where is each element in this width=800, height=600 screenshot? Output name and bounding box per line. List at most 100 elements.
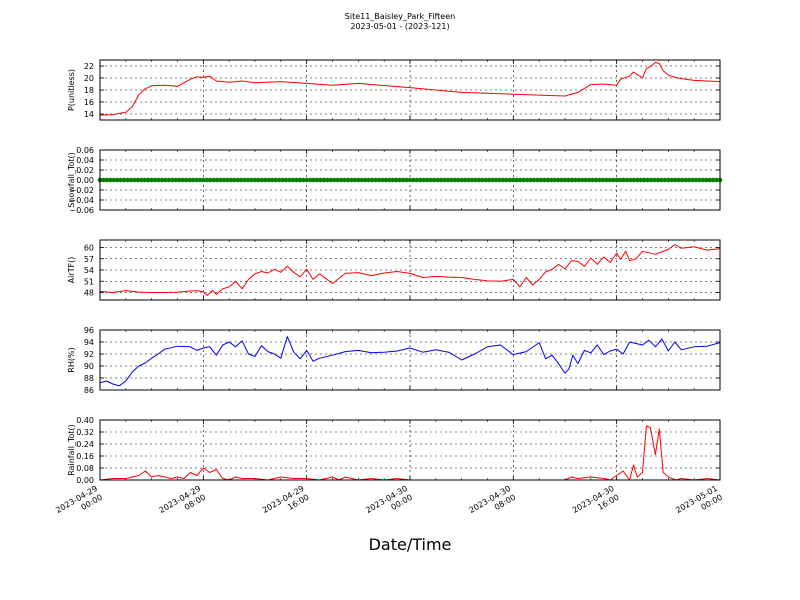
y-axis-label: Snowfall_Tot() xyxy=(67,152,76,208)
series-marker xyxy=(335,177,340,183)
series-marker xyxy=(252,177,258,183)
series-marker xyxy=(517,177,523,183)
series-marker xyxy=(166,177,172,183)
y-tick-label: 0.04 xyxy=(76,156,94,165)
series-marker xyxy=(207,177,213,183)
y-tick-label: 0.08 xyxy=(76,464,94,473)
series-marker xyxy=(397,177,402,183)
series-marker xyxy=(366,177,371,183)
series-marker xyxy=(273,177,278,183)
series-marker xyxy=(545,177,551,183)
series-marker xyxy=(628,177,633,183)
series-marker xyxy=(407,177,413,183)
series-marker xyxy=(507,177,513,183)
series-marker xyxy=(524,177,530,183)
series-marker xyxy=(535,177,540,183)
series-marker xyxy=(331,177,337,183)
series-marker xyxy=(548,177,554,183)
x-tick-label: 2023-04-2908:00 xyxy=(158,484,208,524)
series-marker xyxy=(569,177,575,183)
chart-panel-1: −0.06−0.04−0.020.000.020.040.06Snowfall_… xyxy=(67,146,723,215)
series-marker xyxy=(504,177,509,183)
series-marker xyxy=(586,177,592,183)
series-marker xyxy=(652,177,657,183)
series-marker xyxy=(114,177,120,183)
y-tick-label: −0.02 xyxy=(69,186,94,195)
series-marker xyxy=(142,177,148,183)
series-marker xyxy=(104,177,110,183)
x-tick-label: 2023-04-3008:00 xyxy=(468,484,518,524)
series-marker xyxy=(118,177,123,183)
series-marker xyxy=(228,177,234,183)
series-marker xyxy=(266,177,272,183)
series-marker xyxy=(342,177,347,183)
series-marker xyxy=(542,177,547,183)
series-marker xyxy=(128,177,134,183)
series-marker xyxy=(111,177,117,183)
series-marker xyxy=(249,177,254,183)
series-marker xyxy=(187,177,192,183)
series-marker xyxy=(459,177,464,183)
x-tick-label: 2023-04-2916:00 xyxy=(261,484,311,524)
series-marker xyxy=(617,177,623,183)
series-marker xyxy=(486,177,492,183)
series-marker xyxy=(552,177,557,183)
series-marker xyxy=(679,177,685,183)
series-marker xyxy=(593,177,599,183)
series-marker xyxy=(349,177,354,183)
series-marker xyxy=(197,177,203,183)
y-tick-label: −0.04 xyxy=(69,196,94,205)
series-marker xyxy=(666,177,671,183)
series-marker xyxy=(294,177,299,183)
series-marker xyxy=(672,177,678,183)
series-marker xyxy=(211,177,216,183)
series-marker xyxy=(121,177,127,183)
series-marker xyxy=(449,177,454,183)
series-marker xyxy=(435,177,440,183)
y-tick-label: 48 xyxy=(84,289,94,298)
series-marker xyxy=(369,177,375,183)
series-marker xyxy=(707,177,712,183)
series-marker xyxy=(610,177,616,183)
series-marker xyxy=(583,177,588,183)
y-tick-label: 0.32 xyxy=(76,428,94,437)
series-line xyxy=(99,425,721,481)
series-marker xyxy=(256,177,261,183)
series-marker xyxy=(376,177,382,183)
series-marker xyxy=(283,177,289,183)
series-marker xyxy=(579,177,585,183)
y-tick-label: 88 xyxy=(84,374,94,383)
series-marker xyxy=(693,177,699,183)
y-tick-label: −0.06 xyxy=(69,206,94,215)
series-marker xyxy=(183,177,189,183)
series-marker xyxy=(159,177,165,183)
y-tick-label: 94 xyxy=(84,338,94,347)
series-marker xyxy=(290,177,296,183)
y-axis-label: AirTF() xyxy=(67,257,76,284)
series-marker xyxy=(473,177,478,183)
series-line xyxy=(99,244,721,296)
series-marker xyxy=(414,177,420,183)
series-marker xyxy=(476,177,482,183)
y-tick-label: 0.02 xyxy=(76,166,94,175)
y-tick-label: 16 xyxy=(84,98,94,107)
series-marker xyxy=(387,177,392,183)
series-marker xyxy=(445,177,451,183)
y-tick-label: 57 xyxy=(84,255,94,264)
series-marker xyxy=(659,177,664,183)
series-marker xyxy=(531,177,537,183)
series-marker xyxy=(359,177,365,183)
series-marker xyxy=(514,177,520,183)
series-marker xyxy=(380,177,385,183)
series-marker xyxy=(194,177,199,183)
plot-frame xyxy=(99,419,721,481)
series-marker xyxy=(152,177,158,183)
series-marker xyxy=(269,177,275,183)
series-marker xyxy=(163,177,168,183)
x-tick-label: 2023-05-0100:00 xyxy=(674,484,724,524)
series-marker xyxy=(145,177,151,183)
series-marker xyxy=(411,177,416,183)
series-marker xyxy=(218,177,223,183)
